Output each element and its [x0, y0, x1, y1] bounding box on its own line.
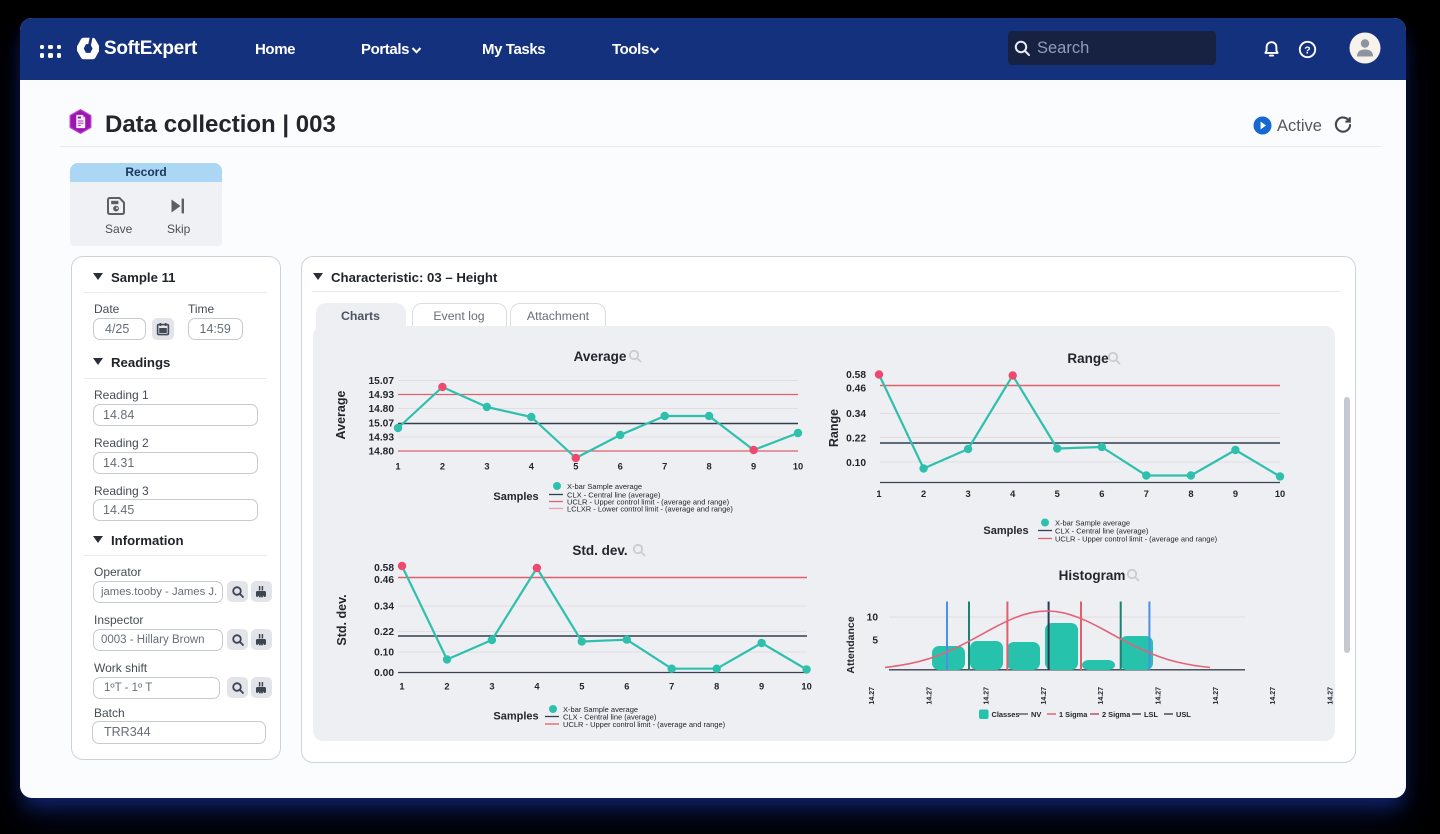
svg-text:UCLR - Upper control limit - (: UCLR - Upper control limit - (average an…	[563, 720, 726, 729]
svg-text:USL: USL	[1176, 710, 1191, 719]
svg-text:X-bar Sample average: X-bar Sample average	[567, 482, 642, 491]
svg-text:0.00: 0.00	[374, 668, 394, 679]
svg-text:14.27: 14.27	[1213, 687, 1220, 705]
svg-text:6: 6	[1099, 489, 1104, 499]
svg-text:UCLR - Upper control limit - (: UCLR - Upper control limit - (average an…	[567, 498, 730, 507]
svg-text:14.27: 14.27	[1156, 687, 1163, 705]
svg-text:4: 4	[534, 682, 540, 692]
svg-text:UCLR - Upper control limit - (: UCLR - Upper control limit - (average an…	[1055, 535, 1218, 544]
svg-text:Histogram: Histogram	[1059, 568, 1126, 583]
svg-text:0.46: 0.46	[846, 384, 866, 395]
svg-text:Average: Average	[334, 391, 348, 440]
svg-text:10: 10	[867, 613, 879, 624]
svg-text:10: 10	[801, 682, 811, 692]
svg-text:2: 2	[921, 489, 926, 499]
svg-text:14.27: 14.27	[926, 687, 933, 705]
svg-text:9: 9	[751, 462, 756, 472]
svg-text:3: 3	[489, 682, 494, 692]
svg-text:5: 5	[872, 636, 878, 647]
svg-text:9: 9	[1233, 489, 1238, 499]
svg-text:7: 7	[662, 462, 667, 472]
svg-text:0.34: 0.34	[846, 409, 866, 420]
svg-text:2: 2	[440, 462, 445, 472]
svg-text:0.10: 0.10	[846, 458, 866, 469]
svg-text:6: 6	[618, 462, 623, 472]
svg-text:2: 2	[444, 682, 449, 692]
svg-text:14.27: 14.27	[984, 687, 991, 705]
svg-text:Attendance: Attendance	[845, 616, 857, 673]
svg-text:1: 1	[399, 682, 404, 692]
svg-text:Average: Average	[574, 349, 627, 364]
svg-text:7: 7	[669, 682, 674, 692]
svg-text:CLX - Central line (average): CLX - Central line (average)	[563, 713, 657, 722]
svg-text:9: 9	[759, 682, 764, 692]
svg-text:NV: NV	[1031, 710, 1041, 719]
svg-text:Classes: Classes	[992, 710, 1020, 719]
svg-text:10: 10	[793, 462, 803, 472]
svg-text:LSL: LSL	[1144, 710, 1158, 719]
svg-text:8: 8	[707, 462, 712, 472]
svg-text:Std. dev.: Std. dev.	[572, 543, 627, 558]
svg-text:Range: Range	[827, 409, 841, 447]
svg-text:14.93: 14.93	[369, 433, 395, 444]
svg-text:Samples: Samples	[983, 525, 1028, 537]
svg-text:0.58: 0.58	[846, 370, 866, 381]
svg-text:X-bar Sample average: X-bar Sample average	[1055, 519, 1130, 528]
svg-text:14.93: 14.93	[369, 390, 395, 401]
svg-text:CLX - Central line (average): CLX - Central line (average)	[567, 491, 661, 500]
svg-text:5: 5	[579, 682, 584, 692]
svg-text:?: ?	[1304, 44, 1310, 56]
svg-text:Std. dev.: Std. dev.	[335, 594, 349, 645]
svg-text:0.10: 0.10	[374, 648, 394, 659]
svg-text:14.27: 14.27	[1098, 687, 1105, 705]
svg-text:3: 3	[966, 489, 971, 499]
svg-text:0.34: 0.34	[374, 602, 394, 613]
svg-text:LCLXR - Lower control limit -: LCLXR - Lower control limit - (average a…	[567, 505, 733, 514]
svg-text:15.07: 15.07	[369, 419, 395, 430]
svg-text:2 Sigma: 2 Sigma	[1102, 710, 1131, 719]
svg-text:CLX - Central line (average): CLX - Central line (average)	[1055, 527, 1149, 536]
svg-text:0.22: 0.22	[374, 627, 394, 638]
svg-text:14.80: 14.80	[369, 404, 395, 415]
svg-text:14.27: 14.27	[1270, 687, 1277, 705]
svg-text:8: 8	[714, 682, 719, 692]
svg-text:3: 3	[484, 462, 489, 472]
svg-text:5: 5	[1055, 489, 1060, 499]
svg-text:0.58: 0.58	[374, 563, 394, 574]
svg-text:5: 5	[573, 462, 578, 472]
svg-text:10: 10	[1275, 489, 1285, 499]
svg-text:14.80: 14.80	[369, 447, 395, 458]
svg-text:14.27: 14.27	[1041, 687, 1048, 705]
svg-text:1 Sigma: 1 Sigma	[1059, 710, 1088, 719]
svg-text:X-bar Sample average: X-bar Sample average	[563, 705, 638, 714]
svg-text:7: 7	[1144, 489, 1149, 499]
svg-text:6: 6	[624, 682, 629, 692]
svg-text:1: 1	[395, 462, 400, 472]
svg-text:1: 1	[876, 489, 881, 499]
svg-text:14.27: 14.27	[1327, 687, 1334, 705]
svg-text:Samples: Samples	[493, 491, 538, 503]
svg-text:4: 4	[529, 462, 535, 472]
svg-text:4: 4	[1010, 489, 1016, 499]
svg-text:14.27: 14.27	[869, 687, 876, 705]
svg-text:Range: Range	[1067, 351, 1109, 366]
svg-text:Samples: Samples	[493, 711, 538, 723]
svg-text:0.22: 0.22	[846, 434, 866, 445]
svg-text:8: 8	[1188, 489, 1193, 499]
svg-text:15.07: 15.07	[369, 376, 395, 387]
svg-text:0.46: 0.46	[374, 575, 394, 586]
